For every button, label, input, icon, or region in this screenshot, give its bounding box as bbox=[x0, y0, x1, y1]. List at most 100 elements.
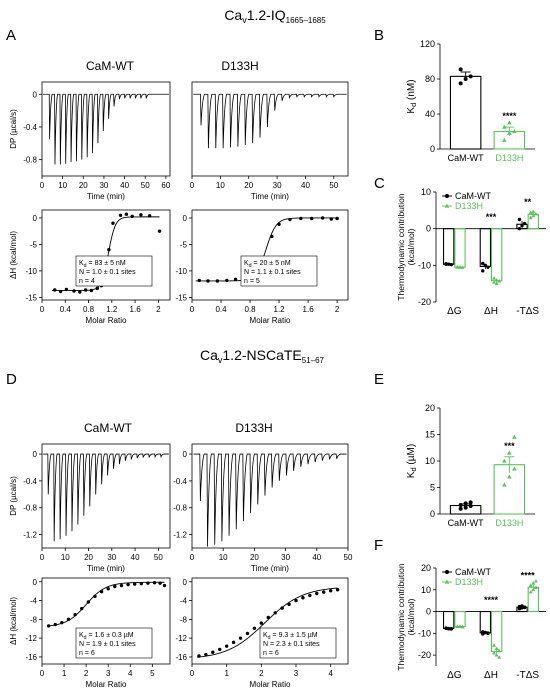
kd-bar-b-ytick-label: 0 bbox=[430, 144, 435, 154]
iso-d-wt-annotation-line: n = 6 bbox=[79, 650, 95, 657]
iso-d-wt-point bbox=[93, 594, 97, 599]
raw-title-a-wt: CaM-WT bbox=[86, 59, 135, 73]
iso-a-mut-point bbox=[233, 277, 238, 282]
kd-bar-b: 0 40 80 120 Kd (nM) CaM-WT D133H **** bbox=[406, 39, 535, 163]
thermo-bar-f-point bbox=[533, 579, 538, 583]
iso-d-mut-point bbox=[231, 640, 236, 645]
thermo-bar-f-point bbox=[531, 587, 536, 592]
kd-bar-b-point bbox=[502, 137, 507, 142]
iso-d-mut-point bbox=[211, 650, 215, 654]
iso-d-mut-point bbox=[294, 598, 298, 603]
iso-d-wt-point bbox=[66, 617, 71, 622]
raw-a-wt-frame bbox=[41, 81, 171, 177]
iso-d-wt-point bbox=[132, 582, 137, 586]
panel-label-d: D bbox=[6, 371, 17, 388]
raw-d-mut-xtick-label: 40 bbox=[312, 553, 321, 562]
raw-d-wt-trace bbox=[43, 453, 169, 542]
raw-d-mut-xtick-label: 20 bbox=[250, 553, 259, 562]
iso-d-mut-xtick-label: 1 bbox=[224, 669, 229, 678]
iso-a-mut-point bbox=[299, 216, 303, 221]
iso-a-mut-xtick-label: 1.2 bbox=[274, 305, 286, 314]
raw-d-wt-xtick-label: 40 bbox=[131, 553, 140, 562]
iso-a-mut-annotation-line: N = 1.1 ± 0.1 sites bbox=[244, 269, 301, 276]
iso-d-wt-ytick-label: -12 bbox=[25, 634, 37, 643]
iso-a-wt-point bbox=[157, 229, 162, 233]
iso-d-wt-ytick-label: -8 bbox=[30, 615, 38, 624]
thermo-bar-c-point bbox=[517, 217, 522, 222]
raw-a-wt-xtick-label: 10 bbox=[58, 181, 67, 190]
iso-a-wt-ytick-label: -10 bbox=[25, 267, 37, 276]
raw-a-wt-ytick-label: 0 bbox=[33, 90, 38, 99]
iso-a-mut-point bbox=[225, 278, 229, 283]
iso-d-wt-point bbox=[99, 589, 104, 594]
iso-d-mut-point bbox=[301, 596, 305, 600]
thermo-bar-f-legend-marker bbox=[445, 570, 449, 574]
thermo-bar-f-point bbox=[494, 653, 499, 657]
raw-a-wt-xtick-label: 50 bbox=[141, 181, 150, 190]
thermo-bar-f-legend-marker bbox=[444, 579, 450, 584]
raw-d-mut-xtick-label: 30 bbox=[281, 553, 290, 562]
thermo-bar-c-point bbox=[492, 280, 497, 284]
thermo-bar-f-ytick-label: 0 bbox=[426, 607, 431, 617]
raw-a-wt-xtick-label: 20 bbox=[79, 181, 88, 190]
kd-bar-e-significance: *** bbox=[504, 441, 515, 451]
iso-d-mut-point bbox=[204, 652, 208, 657]
iso-d-mut-ytick-label: -12 bbox=[175, 634, 187, 643]
raw-d-wt-ytick-label: -0.8 bbox=[23, 504, 37, 513]
iso-a-mut-annotation-box bbox=[240, 255, 318, 287]
iso-d-mut-xlabel: Molar Ratio bbox=[250, 680, 291, 689]
raw-a-wt-ytick-label: -0.4 bbox=[23, 123, 37, 132]
thermo-bar-f-significance: **** bbox=[521, 571, 536, 581]
kd-bar-e-point bbox=[512, 466, 517, 471]
raw-d-wt-xtick-label: 0 bbox=[40, 553, 45, 562]
raw-title-d-wt: CaM-WT bbox=[84, 421, 133, 435]
iso-d-mut-xtick-label: 0 bbox=[190, 669, 195, 678]
iso-a-wt-xtick-label: 0.8 bbox=[83, 305, 95, 314]
kd-bar-e-ytick-label: 0 bbox=[430, 509, 435, 519]
iso-a-wt-point bbox=[107, 248, 111, 252]
kd-bar-b-point bbox=[463, 77, 468, 81]
raw-d-mut-ytick-label: -1.2 bbox=[173, 531, 187, 540]
iso-a-mut-point bbox=[215, 279, 220, 283]
iso-d-wt-point bbox=[53, 622, 57, 627]
iso-d-mut-point bbox=[218, 647, 222, 652]
thermo-bar-c-ytick-label: -20 bbox=[418, 297, 431, 307]
kd-bar-e-point bbox=[458, 502, 463, 507]
iso-a-mut-xtick-label: 0.4 bbox=[215, 305, 227, 314]
kd-bar-b-point bbox=[507, 120, 512, 125]
raw-a-wt-ytick-label: -0.8 bbox=[23, 156, 37, 165]
iso-d-wt-annotation-box bbox=[75, 627, 153, 659]
raw-a-wt-xtick-label: 30 bbox=[99, 181, 108, 190]
kd-bar-e-point bbox=[507, 474, 512, 479]
raw-a-mut-trace bbox=[193, 93, 347, 149]
iso-a-wt-ylabel: ΔH (kcal/mol) bbox=[9, 231, 18, 279]
thermo-bar-f-legend-label: CaM-WT bbox=[455, 567, 491, 577]
iso-d-mut-point bbox=[259, 621, 264, 625]
iso-a-wt-xtick-label: 0 bbox=[40, 305, 45, 314]
thermo-bar-c-bar bbox=[479, 228, 492, 267]
raw-d-wt-ytick-label: 0 bbox=[33, 450, 38, 459]
iso-d-wt-point bbox=[46, 624, 51, 628]
iso-a-wt-ytick-label: -5 bbox=[30, 240, 38, 249]
iso-a-wt-annotation-line: Kd = 83 ± 5 nM bbox=[79, 260, 126, 269]
iso-a-mut-ytick-label: -10 bbox=[175, 267, 187, 276]
raw-d-wt: 0 10 20 30 40 50 Time (min) 0 -0.4 -0.8 -1.2 DP (µc… bbox=[9, 443, 171, 573]
iso-d-mut-point bbox=[273, 611, 277, 615]
raw-d-wt-xlabel: Time (min) bbox=[87, 564, 125, 573]
raw-d-wt-ytick-label: -1.2 bbox=[23, 531, 37, 540]
thermo-bar-c-significance: ** bbox=[524, 197, 532, 207]
iso-d-wt-point bbox=[146, 581, 150, 585]
iso-d-mut-point bbox=[315, 591, 319, 596]
kd-bar-b-point bbox=[502, 124, 507, 129]
iso-a-wt-point bbox=[78, 290, 82, 294]
iso-d-mut-xtick-label: 3 bbox=[294, 669, 299, 678]
iso-a-mut-point bbox=[288, 217, 292, 222]
thermo-bar-c-bar bbox=[454, 228, 466, 268]
iso-a-wt-point bbox=[89, 288, 94, 293]
thermo-bar-f-point bbox=[492, 643, 497, 647]
iso-d-mut-annotation-line: Kd = 9.3 ± 1.5 µM bbox=[263, 632, 318, 641]
iso-a-mut-point bbox=[270, 234, 274, 239]
thermo-bar-f-ytick-label: 20 bbox=[421, 563, 431, 573]
thermo-bar-c-point bbox=[486, 265, 490, 269]
